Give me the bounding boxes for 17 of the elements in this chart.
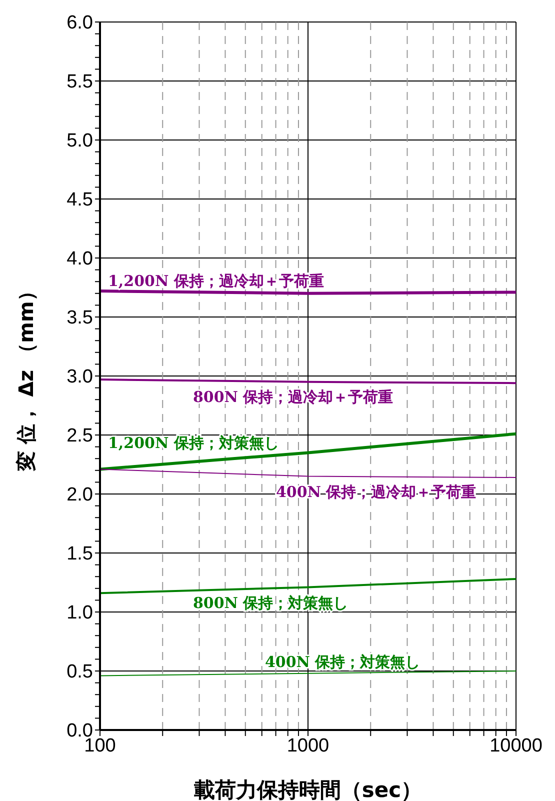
y-tick-label: 0.5 xyxy=(66,662,93,683)
y-axis-title: 変 位， Δz （mm） xyxy=(14,281,38,472)
x-tick-label: 1000 xyxy=(286,735,330,756)
y-tick-label: 6.0 xyxy=(66,12,93,34)
y-tick-label: 5.5 xyxy=(66,72,93,93)
x-tick-label: 10000 xyxy=(490,735,542,756)
y-tick-label: 4.0 xyxy=(66,248,93,270)
y-tick-label: 1.5 xyxy=(66,544,93,565)
y-tick-label: 2.5 xyxy=(66,426,93,447)
x-axis-title: 載荷力保持時間（sec） xyxy=(192,778,422,801)
y-tick-label: 5.0 xyxy=(66,130,93,152)
y-tick-label: 4.5 xyxy=(66,190,93,211)
y-tick-label: 3.5 xyxy=(66,308,93,329)
series-label: 1,200N 保持；対策無し xyxy=(108,434,279,452)
y-tick-label: 2.0 xyxy=(66,484,93,506)
y-tick-label: 1.0 xyxy=(66,602,93,624)
y-tick-label: 3.0 xyxy=(66,366,93,388)
